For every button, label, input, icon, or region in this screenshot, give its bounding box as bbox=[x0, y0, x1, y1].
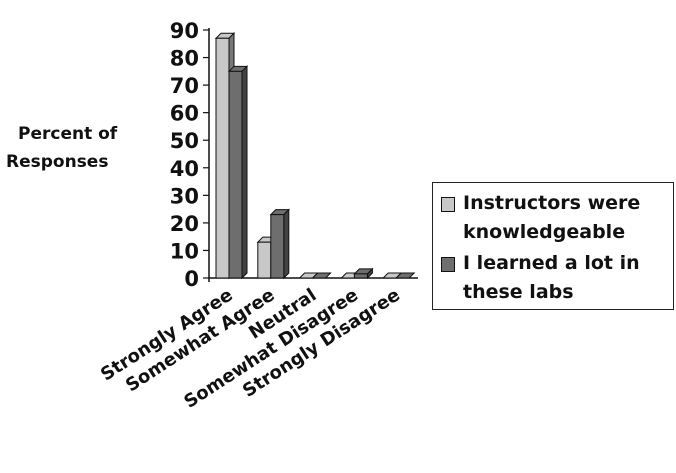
y-tick-label: 30 bbox=[170, 184, 199, 208]
y-axis-ticks: 0 10 20 30 40 50 60 70 80 90 bbox=[170, 19, 209, 291]
bar-2-5 bbox=[394, 272, 416, 279]
y-tick-label: 10 bbox=[170, 239, 199, 263]
y-tick-label: 40 bbox=[170, 157, 199, 181]
y-tick-label: 90 bbox=[170, 19, 199, 43]
y-tick-label: 80 bbox=[170, 47, 199, 71]
legend-swatch-series-2 bbox=[441, 257, 455, 272]
bar-2-1 bbox=[227, 65, 249, 280]
legend-item-series-2: I learned a lot in these labs bbox=[441, 249, 668, 307]
y-tick-label: 60 bbox=[170, 102, 199, 126]
legend-item-series-1: Instructors were knowledgeable bbox=[441, 189, 668, 247]
y-tick-label: 20 bbox=[170, 212, 199, 236]
bar-2-3 bbox=[311, 272, 332, 279]
y-tick-label: 50 bbox=[170, 129, 199, 153]
y-axis-label: Percent of Responses bbox=[6, 120, 136, 176]
bars bbox=[214, 32, 416, 280]
legend-label-series-1: Instructors were knowledgeable bbox=[463, 192, 641, 243]
y-axis-label-line-1: Percent of bbox=[18, 124, 118, 144]
legend-label-series-2: I learned a lot in these labs bbox=[463, 252, 640, 303]
bar-2-4 bbox=[353, 267, 374, 280]
y-tick-label: 70 bbox=[170, 74, 199, 98]
y-tick-label: 0 bbox=[184, 267, 199, 291]
bar-2-2 bbox=[269, 208, 291, 280]
y-axis-label-line-2: Responses bbox=[6, 152, 109, 172]
legend: Instructors were knowledgeable I learned… bbox=[432, 182, 674, 310]
legend-swatch-series-1 bbox=[441, 197, 455, 212]
